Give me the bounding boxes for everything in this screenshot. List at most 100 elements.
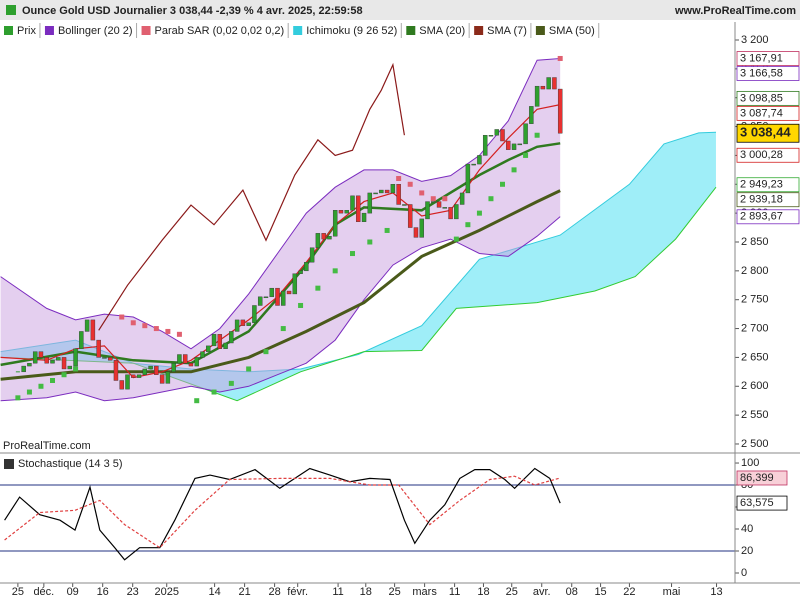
value-tag	[736, 470, 788, 486]
x-tick-label: mars	[412, 586, 437, 598]
x-tick-label: 08	[566, 586, 578, 598]
axes: 2 500 2 550 2 600 2 650 2 700 2 750 2 800 2 850…	[12, 34, 800, 598]
stoch-line	[4, 475, 561, 549]
header-bar	[0, 0, 800, 20]
value-tag-label: 86,399	[740, 472, 774, 484]
candle	[177, 354, 182, 364]
candle	[309, 247, 315, 263]
candle	[102, 357, 107, 359]
sar-dot	[263, 349, 269, 355]
legend-swatch	[406, 26, 416, 35]
legend-swatch	[474, 26, 484, 35]
y-tick-label: 40	[741, 523, 753, 535]
x-tick-label: févr.	[287, 586, 308, 598]
candle	[194, 357, 199, 367]
x-tick-label: 25	[388, 586, 400, 598]
candle	[361, 212, 367, 222]
y-tick-label: 0	[741, 567, 747, 579]
candle	[454, 204, 459, 220]
x-tick-label: 25	[506, 586, 518, 598]
sar-dot	[211, 389, 217, 395]
candle	[206, 345, 211, 352]
price-tag	[736, 51, 800, 66]
candle	[79, 331, 84, 349]
x-tick-label: 2025	[154, 586, 178, 598]
price-tag	[736, 209, 800, 225]
candle	[125, 374, 130, 390]
ichimoku-span-b	[0, 186, 717, 402]
y-tick-label: 2 550	[741, 409, 769, 421]
candle	[84, 319, 90, 332]
sar-dot	[511, 167, 517, 173]
sar-dot	[332, 268, 338, 274]
legend-swatch	[535, 26, 545, 35]
y-tick-label: 3 200	[741, 34, 769, 46]
y-tick-label: 2 650	[741, 351, 769, 363]
candle	[298, 270, 303, 274]
y-tick-label: 2 850	[741, 236, 769, 248]
candle	[396, 184, 401, 205]
sar-dot	[453, 236, 459, 242]
candle	[402, 204, 407, 206]
candle	[252, 305, 257, 323]
legend-label: SMA (50)	[549, 25, 595, 37]
x-tick-label: 13	[710, 586, 722, 598]
candle	[425, 201, 430, 220]
sar-dot	[488, 196, 494, 202]
price-tag	[736, 177, 800, 193]
candle	[431, 201, 436, 203]
x-tick-label: 28	[268, 586, 280, 598]
candle	[142, 368, 148, 375]
candle	[286, 290, 292, 295]
sar-dot	[176, 331, 182, 337]
candle	[517, 143, 523, 146]
sar-dot	[246, 366, 252, 372]
sar-dot	[557, 55, 563, 61]
candle	[32, 351, 38, 364]
candle	[315, 233, 321, 248]
candle	[73, 348, 78, 367]
sar-dot	[228, 380, 234, 386]
candle	[321, 233, 326, 240]
candle	[119, 380, 124, 390]
candle	[523, 123, 528, 145]
x-tick-label: 11	[449, 586, 460, 598]
candle	[113, 360, 119, 381]
legend-label: SMA (20)	[419, 25, 465, 37]
sar-dot	[500, 181, 505, 187]
candle	[552, 77, 557, 90]
candle	[50, 360, 55, 364]
x-tick-label: 09	[67, 586, 79, 598]
legend-label: Prix	[17, 25, 36, 37]
legend-label: Parab SAR (0,02 0,02 0,2)	[155, 25, 285, 37]
legend-swatch	[293, 26, 303, 35]
candle	[281, 290, 286, 306]
candle	[534, 85, 540, 107]
price-tag-label: 3 038,44	[740, 125, 791, 140]
candle	[344, 210, 349, 214]
candle	[384, 189, 390, 194]
price-tag	[736, 90, 800, 106]
candle	[529, 106, 534, 124]
candle	[459, 192, 465, 205]
candle	[223, 342, 228, 349]
x-tick-label: déc.	[33, 586, 54, 598]
candle	[413, 227, 419, 238]
candle	[540, 85, 546, 90]
candle	[367, 192, 373, 214]
sar-dot	[61, 372, 67, 378]
header-site: www.ProRealTime.com	[674, 5, 796, 17]
price-tag	[736, 123, 800, 143]
bollinger-fill	[0, 58, 561, 401]
price-tag-label: 3 098,85	[740, 92, 783, 104]
candle	[506, 140, 511, 150]
candle	[511, 143, 517, 150]
x-tick-label: 21	[238, 586, 250, 598]
price-tag-label: 3 087,74	[740, 107, 783, 119]
price-tag	[736, 105, 800, 121]
candle	[350, 195, 355, 211]
candle	[482, 135, 488, 156]
sma-line	[0, 104, 561, 379]
